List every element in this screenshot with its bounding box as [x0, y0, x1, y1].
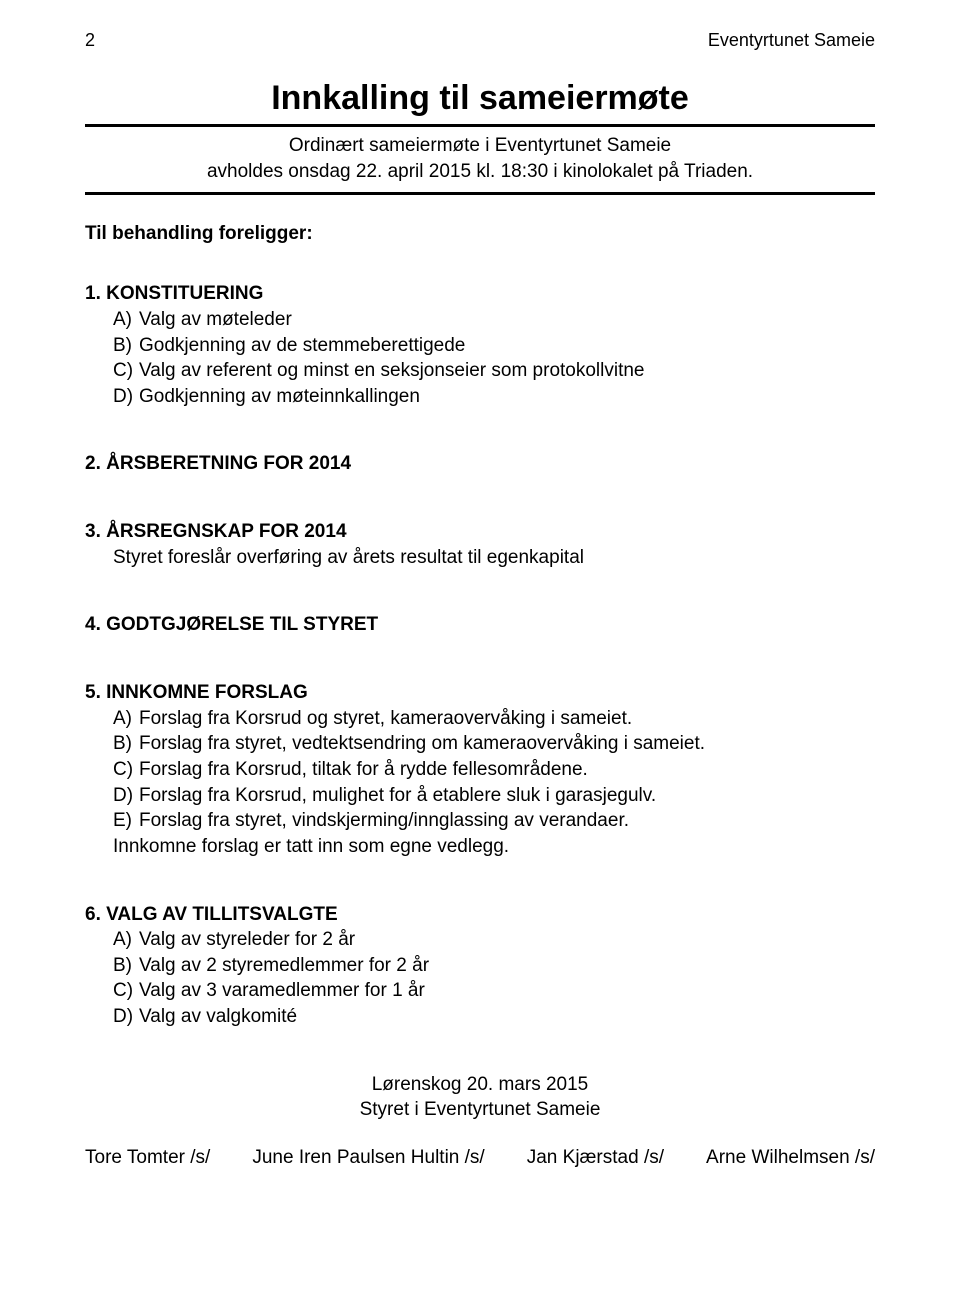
list-item: A)Valg av styreleder for 2 år: [113, 927, 875, 953]
subtitle-line-2: avholdes onsdag 22. april 2015 kl. 18:30…: [85, 159, 875, 185]
item-text: Valg av 2 styremedlemmer for 2 år: [139, 953, 429, 979]
signature: June Iren Paulsen Hultin /s/: [252, 1147, 484, 1169]
list-item: D)Valg av valgkomité: [113, 1004, 875, 1030]
section-heading: 1. KONSTITUERING: [85, 281, 875, 307]
section-heading: 2. ÅRSBERETNING FOR 2014: [85, 451, 875, 477]
item-letter: B): [113, 333, 139, 359]
sub-list: A)Valg av møteleder B)Godkjenning av de …: [85, 307, 875, 410]
item-text: Valg av møteleder: [139, 307, 292, 333]
section-konstituering: 1. KONSTITUERING A)Valg av møteleder B)G…: [85, 281, 875, 409]
page-number: 2: [85, 30, 95, 51]
section-innkomne-forslag: 5. INNKOMNE FORSLAG A)Forslag fra Korsru…: [85, 680, 875, 859]
section-heading: 3. ÅRSREGNSKAP FOR 2014: [85, 519, 875, 545]
item-letter: B): [113, 731, 139, 757]
item-letter: C): [113, 978, 139, 1004]
subtitle-block: Ordinært sameiermøte i Eventyrtunet Same…: [85, 133, 875, 195]
list-item: B)Valg av 2 styremedlemmer for 2 år: [113, 953, 875, 979]
list-item: A)Valg av møteleder: [113, 307, 875, 333]
item-text: Forslag fra Korsrud, tiltak for å rydde …: [139, 757, 588, 783]
item-text: Valg av styreleder for 2 år: [139, 927, 355, 953]
item-letter: A): [113, 307, 139, 333]
section-heading: 6. VALG AV TILLITSVALGTE: [85, 902, 875, 928]
page-header: 2 Eventyrtunet Sameie: [85, 30, 875, 51]
item-letter: A): [113, 706, 139, 732]
item-letter: D): [113, 384, 139, 410]
item-text: Valg av valgkomité: [139, 1004, 297, 1030]
list-item: B)Godkjenning av de stemmeberettigede: [113, 333, 875, 359]
signature: Tore Tomter /s/: [85, 1147, 210, 1169]
section-heading: 5. INNKOMNE FORSLAG: [85, 680, 875, 706]
section-heading: 4. GODTGJØRELSE TIL STYRET: [85, 612, 875, 638]
signature-row: Tore Tomter /s/ June Iren Paulsen Hultin…: [85, 1147, 875, 1169]
list-item: D)Forslag fra Korsrud, mulighet for å et…: [113, 783, 875, 809]
item-letter: D): [113, 1004, 139, 1030]
closing-line-2: Styret i Eventyrtunet Sameie: [85, 1097, 875, 1123]
item-letter: D): [113, 783, 139, 809]
section-arsregnskap: 3. ÅRSREGNSKAP FOR 2014 Styret foreslår …: [85, 519, 875, 570]
org-name: Eventyrtunet Sameie: [708, 30, 875, 51]
item-letter: A): [113, 927, 139, 953]
section-arsberetning: 2. ÅRSBERETNING FOR 2014: [85, 451, 875, 477]
sub-list: A)Valg av styreleder for 2 år B)Valg av …: [85, 927, 875, 1030]
section-valg-tillitsvalgte: 6. VALG AV TILLITSVALGTE A)Valg av styre…: [85, 902, 875, 1030]
sub-list: A)Forslag fra Korsrud og styret, kamerao…: [85, 706, 875, 860]
page: 2 Eventyrtunet Sameie Innkalling til sam…: [0, 0, 960, 1299]
item-text: Godkjenning av møteinnkallingen: [139, 384, 420, 410]
item-text: Godkjenning av de stemmeberettigede: [139, 333, 465, 359]
item-letter: E): [113, 808, 139, 834]
document-title: Innkalling til sameiermøte: [85, 79, 875, 127]
section-tail: Innkomne forslag er tatt inn som egne ve…: [113, 834, 875, 860]
section-godtgjorelse: 4. GODTGJØRELSE TIL STYRET: [85, 612, 875, 638]
item-text: Forslag fra Korsrud og styret, kameraove…: [139, 706, 632, 732]
item-text: Forslag fra styret, vedtektsendring om k…: [139, 731, 705, 757]
item-letter: B): [113, 953, 139, 979]
item-letter: C): [113, 358, 139, 384]
list-item: C)Valg av referent og minst en seksjonse…: [113, 358, 875, 384]
list-item: D)Godkjenning av møteinnkallingen: [113, 384, 875, 410]
list-item: B)Forslag fra styret, vedtektsendring om…: [113, 731, 875, 757]
item-letter: C): [113, 757, 139, 783]
item-text: Forslag fra Korsrud, mulighet for å etab…: [139, 783, 656, 809]
list-item: C)Forslag fra Korsrud, tiltak for å rydd…: [113, 757, 875, 783]
signature: Jan Kjærstad /s/: [527, 1147, 664, 1169]
item-text: Forslag fra styret, vindskjerming/inngla…: [139, 808, 629, 834]
intro-line: Til behandling foreligger:: [85, 223, 875, 245]
list-item: E)Forslag fra styret, vindskjerming/inng…: [113, 808, 875, 834]
item-text: Valg av referent og minst en seksjonseie…: [139, 358, 645, 384]
item-text: Valg av 3 varamedlemmer for 1 år: [139, 978, 425, 1004]
closing-line-1: Lørenskog 20. mars 2015: [85, 1072, 875, 1098]
list-item: C)Valg av 3 varamedlemmer for 1 år: [113, 978, 875, 1004]
signature: Arne Wilhelmsen /s/: [706, 1147, 875, 1169]
list-item: A)Forslag fra Korsrud og styret, kamerao…: [113, 706, 875, 732]
subtitle-line-1: Ordinært sameiermøte i Eventyrtunet Same…: [85, 133, 875, 159]
section-body: Styret foreslår overføring av årets resu…: [85, 545, 875, 571]
closing-block: Lørenskog 20. mars 2015 Styret i Eventyr…: [85, 1072, 875, 1123]
